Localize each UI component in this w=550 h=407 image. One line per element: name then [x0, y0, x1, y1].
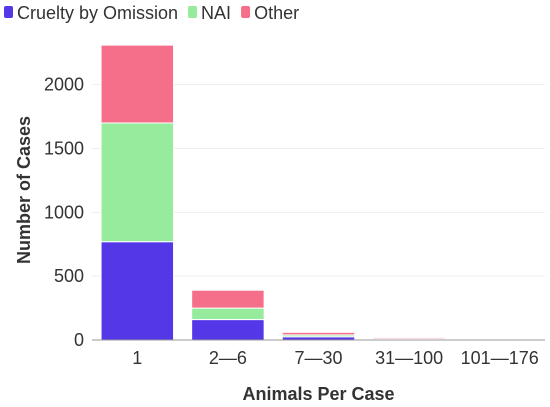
- y-tick-label-4: 2000: [44, 75, 84, 95]
- legend-label-1: NAI: [201, 3, 231, 23]
- legend-swatch-0: [4, 6, 13, 18]
- x-tick-label-1: 2—6: [209, 348, 247, 368]
- x-tick-label-0: 1: [132, 348, 142, 368]
- bar-1-0: [191, 319, 265, 341]
- bar-2-2: [281, 331, 356, 336]
- x-tick-label-3: 31—100: [375, 348, 443, 368]
- legend-swatch-1: [188, 6, 198, 18]
- bar-0-1: [100, 122, 175, 243]
- y-tick-label-3: 1500: [44, 139, 84, 159]
- x-tick-label-2: 7—30: [294, 348, 342, 368]
- y-axis-title: Number of Cases: [14, 116, 34, 264]
- legend-swatch-2: [241, 6, 251, 18]
- y-tick-label-1: 500: [54, 266, 84, 286]
- x-axis-ticks: 1 2—6 7—30 31—100 101—176: [132, 348, 538, 368]
- bar-1-1: [191, 307, 265, 321]
- bars: [100, 44, 537, 341]
- y-tick-label-0: 0: [74, 330, 84, 350]
- bar-0-0: [100, 241, 175, 341]
- legend-label-0: Cruelty by Omission: [17, 3, 178, 23]
- bar-3-2: [372, 336, 446, 340]
- bar-0-2: [100, 44, 175, 124]
- legend: Cruelty by Omission NAI Other: [4, 3, 299, 23]
- bar-1-2: [191, 289, 265, 309]
- x-axis-title: Animals Per Case: [242, 384, 394, 404]
- y-axis-ticks: 0 500 1000 1500 2000: [44, 75, 84, 350]
- legend-label-2: Other: [254, 3, 299, 23]
- y-tick-label-2: 1000: [44, 202, 84, 222]
- x-tick-label-4: 101—176: [461, 348, 539, 368]
